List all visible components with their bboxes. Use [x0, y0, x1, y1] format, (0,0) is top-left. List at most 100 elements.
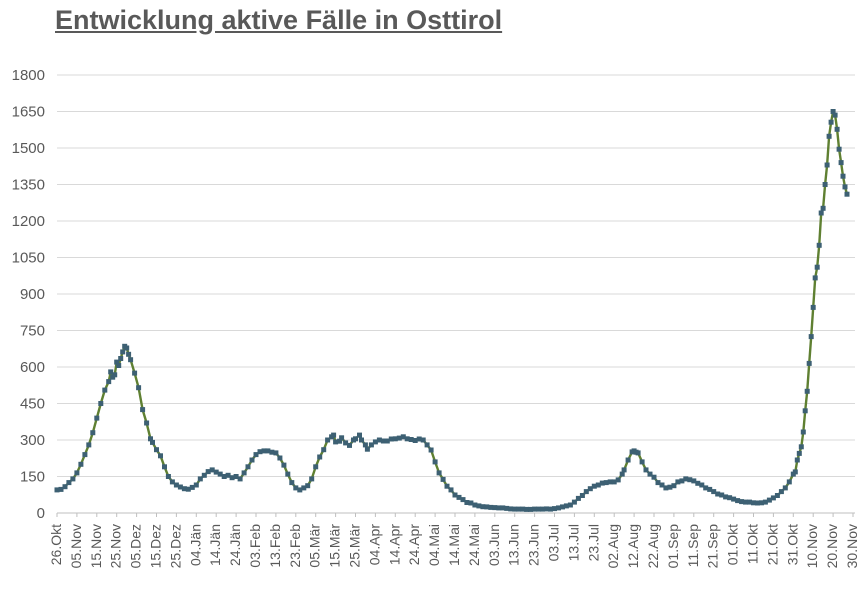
- data-point-marker: [786, 479, 792, 485]
- data-point-marker: [635, 450, 641, 456]
- x-tick-label: 04.Jän: [187, 524, 203, 566]
- data-point-marker: [766, 497, 772, 503]
- x-tick-label: 25.Mär: [347, 524, 363, 568]
- data-point-marker: [297, 487, 303, 493]
- data-point-marker: [357, 432, 362, 438]
- data-point-marker: [844, 191, 850, 197]
- data-point-marker: [822, 182, 828, 187]
- data-point-marker: [416, 436, 422, 442]
- data-point-marker: [820, 205, 826, 211]
- data-point-marker: [796, 450, 802, 456]
- data-point-marker: [830, 109, 836, 114]
- data-point-marker: [755, 500, 760, 506]
- data-point-marker: [699, 482, 705, 488]
- data-point-marker: [595, 482, 601, 488]
- data-point-marker: [663, 485, 669, 491]
- data-point-marker: [136, 385, 142, 391]
- data-point-marker: [165, 474, 171, 479]
- data-point-marker: [181, 486, 187, 492]
- data-point-marker: [826, 133, 832, 139]
- data-point-marker: [90, 430, 96, 436]
- data-point-marker: [659, 482, 665, 488]
- data-point-marker: [567, 502, 573, 508]
- data-point-marker: [309, 476, 315, 482]
- data-point-marker: [94, 415, 100, 421]
- data-point-marker: [834, 126, 840, 132]
- y-tick-label: 1650: [12, 104, 45, 121]
- x-tick-label: 26.Okt: [48, 524, 64, 565]
- data-point-marker: [384, 438, 390, 444]
- data-point-marker: [675, 479, 681, 485]
- y-tick-label: 1800: [12, 67, 45, 84]
- data-point-marker: [472, 502, 478, 508]
- data-point-marker: [74, 470, 80, 476]
- data-point-marker: [273, 450, 279, 456]
- data-point-marker: [743, 499, 748, 505]
- data-point-marker: [611, 479, 617, 485]
- y-tick-label: 900: [20, 286, 45, 303]
- data-point-marker: [98, 401, 104, 406]
- series-line: [56, 110, 849, 511]
- data-point-marker: [388, 436, 394, 442]
- data-point-marker: [583, 489, 589, 495]
- data-point-marker: [420, 437, 426, 443]
- x-tick-label: 13.Jul: [565, 524, 581, 561]
- data-point-marker: [747, 499, 752, 505]
- data-point-marker: [368, 442, 374, 448]
- data-point-marker: [201, 472, 207, 478]
- data-point-marker: [520, 506, 526, 512]
- x-tick-label: 24.Mai: [466, 524, 482, 566]
- data-point-marker: [532, 506, 538, 512]
- data-point-marker: [225, 472, 231, 478]
- x-tick-label: 21.Sep: [705, 524, 721, 569]
- data-point-marker: [305, 483, 311, 489]
- data-point-marker: [836, 146, 842, 152]
- data-point-marker: [563, 503, 569, 509]
- data-point-marker: [249, 457, 255, 463]
- data-point-marker: [492, 505, 498, 511]
- data-point-marker: [655, 480, 661, 486]
- data-point-marker: [504, 505, 510, 511]
- data-point-marker: [621, 467, 627, 473]
- data-point-marker: [619, 471, 625, 477]
- data-point-marker: [253, 452, 259, 458]
- data-point-marker: [488, 504, 494, 510]
- data-point-marker: [824, 162, 830, 168]
- data-point-marker: [285, 471, 291, 477]
- data-point-marker: [556, 505, 561, 511]
- x-tick-label: 14.Apr: [386, 524, 402, 566]
- data-point-marker: [759, 500, 764, 506]
- data-point-marker: [313, 464, 319, 470]
- x-tick-label: 15.Mär: [327, 524, 343, 568]
- data-point-marker: [197, 476, 203, 482]
- data-point-marker: [400, 434, 406, 440]
- data-point-marker: [209, 467, 215, 473]
- data-point-marker: [78, 461, 84, 467]
- data-point-marker: [217, 471, 223, 477]
- data-point-marker: [396, 435, 402, 441]
- data-point-marker: [124, 345, 130, 351]
- data-point-marker: [112, 372, 118, 378]
- x-tick-label: 03.Jun: [486, 524, 502, 566]
- y-tick-label: 300: [20, 432, 45, 449]
- data-point-marker: [353, 436, 358, 442]
- data-point-marker: [695, 480, 701, 486]
- x-tick-label: 12.Aug: [625, 524, 641, 568]
- x-tick-label: 03.Feb: [247, 524, 263, 568]
- y-tick-label: 0: [37, 505, 45, 522]
- data-point-marker: [106, 379, 112, 385]
- x-tick-label: 11.Okt: [745, 524, 761, 564]
- data-point-marker: [339, 435, 345, 441]
- data-point-marker: [257, 449, 263, 455]
- data-point-marker: [814, 264, 820, 270]
- data-point-marker: [802, 408, 808, 414]
- data-point-marker: [440, 476, 446, 482]
- data-point-marker: [838, 160, 844, 166]
- data-point-marker: [364, 446, 370, 452]
- data-point-marker: [464, 500, 470, 505]
- data-point-marker: [331, 432, 337, 438]
- data-point-marker: [552, 506, 557, 512]
- x-tick-label: 02.Aug: [605, 524, 621, 568]
